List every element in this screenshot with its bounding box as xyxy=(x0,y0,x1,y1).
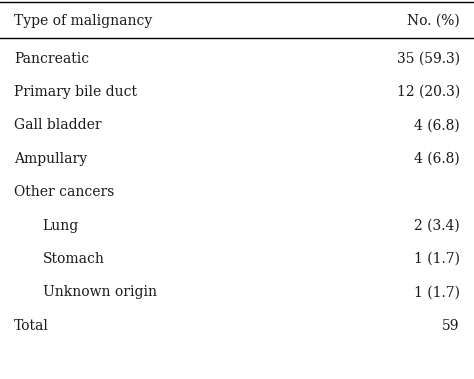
Text: Ampullary: Ampullary xyxy=(14,152,87,166)
Text: 1 (1.7): 1 (1.7) xyxy=(414,252,460,266)
Text: 2 (3.4): 2 (3.4) xyxy=(414,219,460,232)
Text: 12 (20.3): 12 (20.3) xyxy=(397,85,460,99)
Text: Stomach: Stomach xyxy=(43,252,105,266)
Text: Type of malignancy: Type of malignancy xyxy=(14,14,153,28)
Text: Primary bile duct: Primary bile duct xyxy=(14,85,137,99)
Text: Gall bladder: Gall bladder xyxy=(14,119,102,132)
Text: 4 (6.8): 4 (6.8) xyxy=(414,119,460,132)
Text: 4 (6.8): 4 (6.8) xyxy=(414,152,460,166)
Text: Pancreatic: Pancreatic xyxy=(14,52,89,66)
Text: 1 (1.7): 1 (1.7) xyxy=(414,285,460,299)
Text: Other cancers: Other cancers xyxy=(14,185,115,199)
Text: 59: 59 xyxy=(442,319,460,332)
Text: Unknown origin: Unknown origin xyxy=(43,285,157,299)
Text: 35 (59.3): 35 (59.3) xyxy=(397,52,460,66)
Text: No. (%): No. (%) xyxy=(407,14,460,28)
Text: Total: Total xyxy=(14,319,49,332)
Text: Lung: Lung xyxy=(43,219,79,232)
